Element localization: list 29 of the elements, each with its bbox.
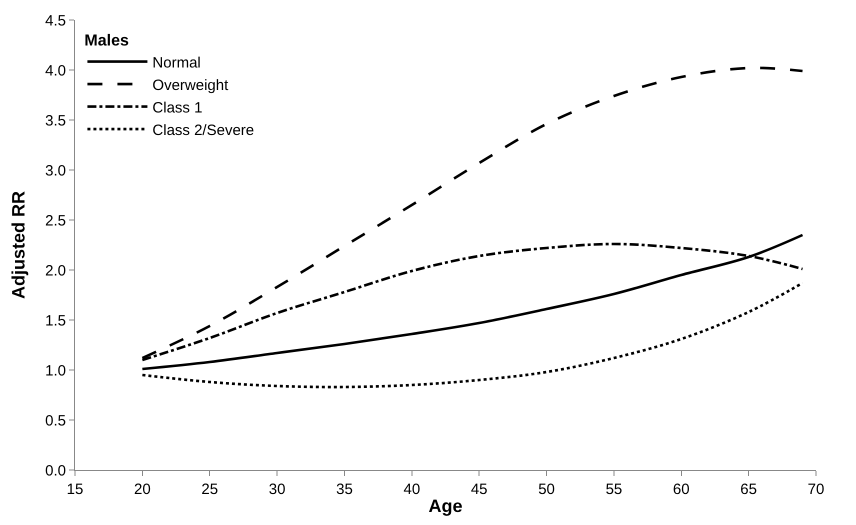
y-tick-label: 2.5 [45,212,66,230]
x-tick-label: 70 [808,481,824,498]
x-tick-label: 45 [470,481,488,498]
legend-label: Class 1 [152,99,202,116]
legend-label: Normal [152,54,201,72]
x-axis-title: Age [428,496,463,516]
x-tick-label: 30 [268,481,286,498]
x-tick-label: 25 [201,481,218,498]
x-tick-label: 35 [336,481,353,498]
y-tick-label: 3.5 [45,112,66,130]
y-tick-label: 1.5 [45,312,66,330]
y-tick-label: 4.5 [45,12,66,30]
legend-label: Overweight [152,76,230,94]
x-tick-label: 55 [606,481,622,498]
x-tick-label: 20 [134,481,151,498]
x-tick-label: 15 [66,481,84,498]
x-tick-label: 40 [403,481,420,498]
y-axis-title: Adjusted RR [8,191,28,299]
y-tick-label: 0.0 [45,462,66,480]
y-tick-label: 1.0 [45,362,66,380]
legend-label: Class 2/Severe [152,122,254,139]
x-tick-label: 65 [740,481,757,498]
y-tick-label: 0.5 [45,412,66,430]
y-tick-label: 3.0 [45,162,66,180]
x-tick-label: 50 [538,481,555,498]
y-tick-label: 2.0 [45,262,66,280]
x-tick-label: 60 [672,481,690,498]
legend-title: Males [84,32,129,50]
y-tick-label: 4.0 [45,62,66,80]
